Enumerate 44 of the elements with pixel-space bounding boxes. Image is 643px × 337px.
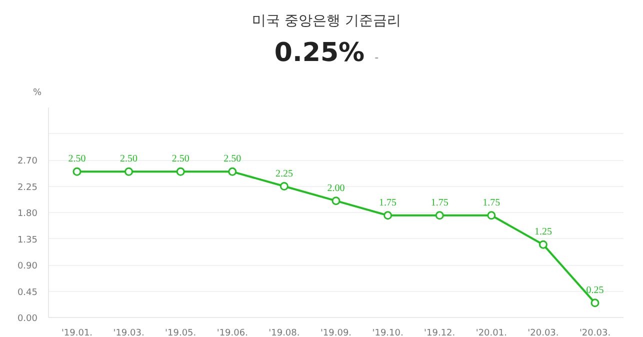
point [590,298,600,308]
data-label: 2.50 [224,154,242,165]
data-label: 2.25 [275,168,293,180]
text: - [374,51,379,64]
data-label: 1.25 [534,226,552,238]
data-label: 2.50 [120,154,138,165]
data-label: 0.25 [586,284,604,296]
point [72,167,82,176]
point [538,240,548,249]
y-tick-label: 1.35 [17,235,38,246]
y-tick-label: 0.45 [17,288,38,298]
point [124,167,134,176]
y-tick-label: 2.70 [17,156,38,166]
point [280,182,288,190]
x-tick-label: '19.09. [320,328,352,337]
y-tick-label: 2.25 [17,182,38,193]
data-label: 2.50 [68,154,86,165]
point [435,211,444,220]
x-tick-label: '19.08. [268,328,300,337]
y-axis-title: % [32,87,42,100]
point [228,167,237,176]
x-tick-label: '20.03. [579,328,611,337]
data-label: 2.00 [327,182,345,194]
data-label: 2.50 [172,154,190,165]
point [384,211,392,220]
point [176,167,185,176]
point [332,196,340,206]
y-tick-label: 0.90 [17,262,38,272]
data-label: 1.75 [379,197,397,208]
x-tick-label: '19.10. [372,328,404,337]
data-label: 1.75 [482,197,500,208]
point [487,211,496,220]
x-tick-label: '20.01. [476,328,507,337]
x-tick-label: '19.01. [61,328,93,337]
chart-title: 미국 중앙은행 기준금리 [251,12,402,31]
x-tick-label: '19.06. [216,328,248,337]
x-tick-label: '19.05. [165,328,196,337]
data-label: 1.75 [430,197,448,208]
x-tick-label: '20.03. [528,328,559,337]
x-tick-label: '19.03. [113,328,144,337]
y-tick-label: 0.00 [17,314,38,324]
chart-subtitle: 0.25% [274,38,365,68]
y-tick-label: 1.80 [17,209,38,219]
x-tick-label: '19.12. [424,328,456,337]
